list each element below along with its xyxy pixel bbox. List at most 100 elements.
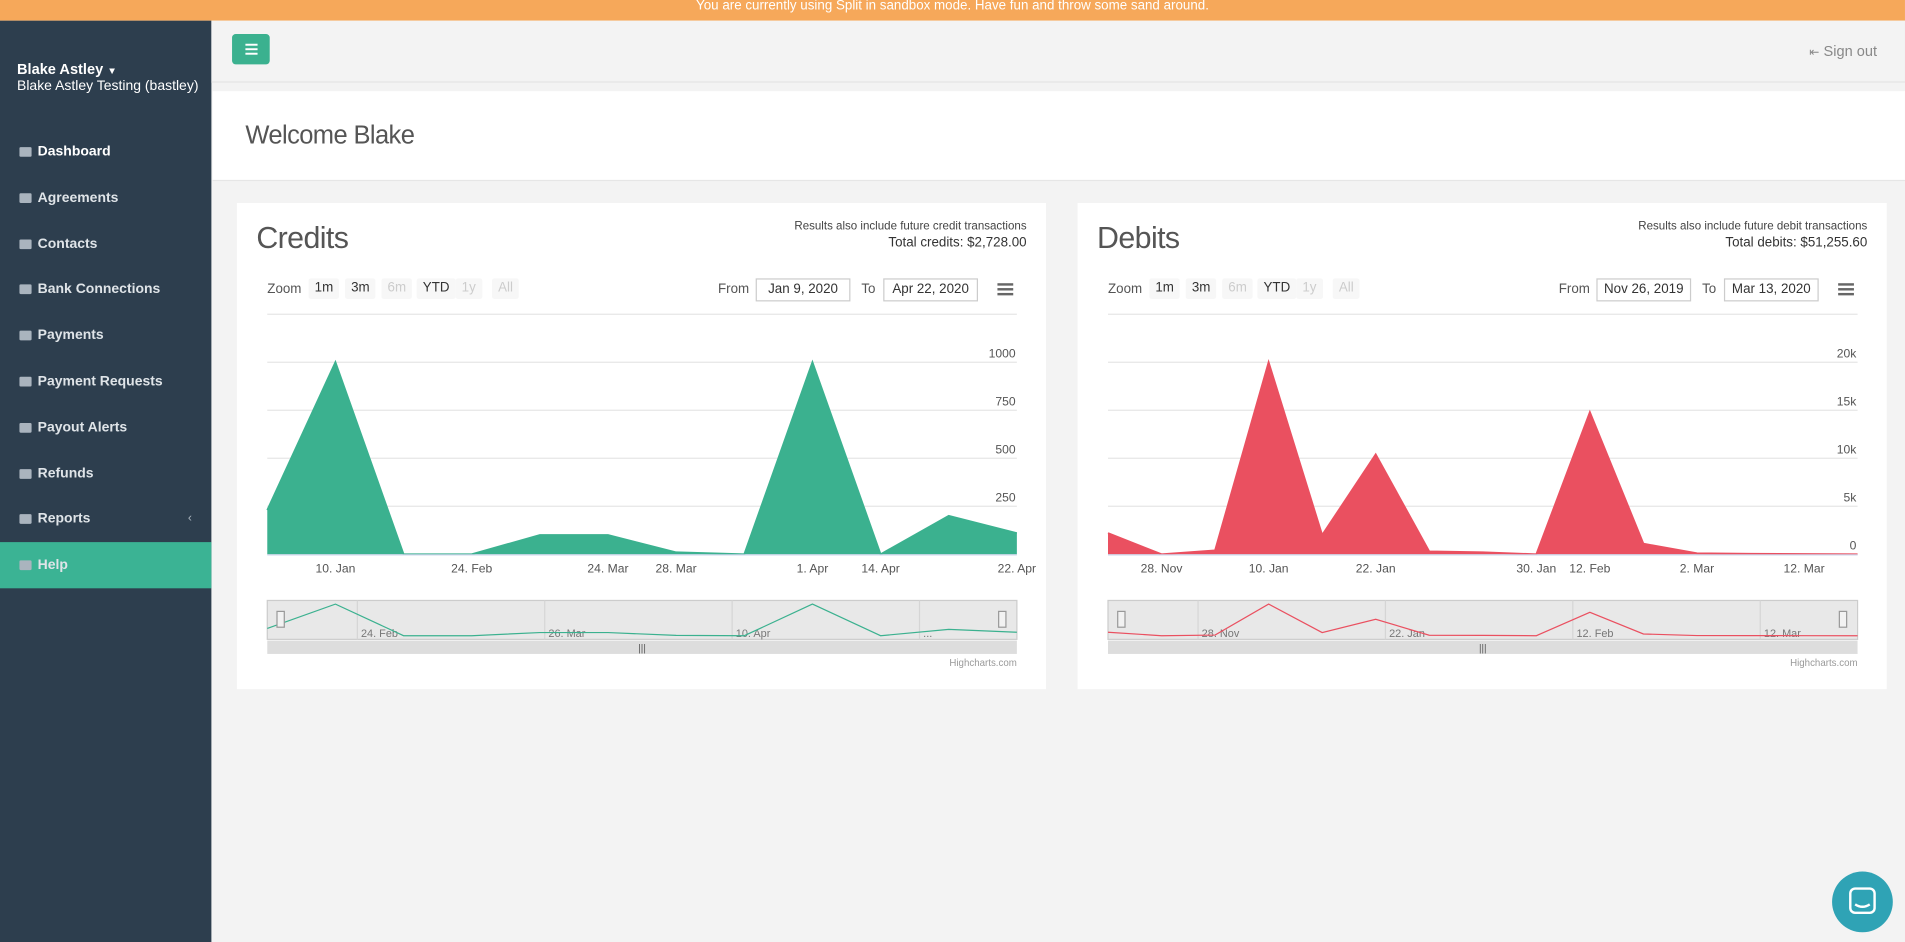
x-tick-label: 28. Mar	[656, 561, 697, 575]
nav-item[interactable]: Bank Connections	[0, 267, 211, 313]
chart: 0 5k 10k 15k 20k 28. Nov 10. Jan 22. Jan 30. Jan…	[1107, 283, 1859, 669]
nav-item[interactable]: Payments	[0, 313, 211, 359]
nav-item[interactable]: Dashboard	[0, 129, 211, 175]
scroll-grip: |||	[638, 644, 646, 655]
chart-panel: Debits Results also include future debit …	[1077, 202, 1887, 690]
x-tick-label: 28. Nov	[1141, 561, 1184, 575]
x-tick-label: 24. Mar	[587, 561, 628, 575]
nav-item[interactable]: Reports ‹	[0, 496, 211, 542]
panel-total: Total credits: $2,728.00	[888, 235, 1027, 251]
navigator-label: 12. Feb	[1576, 628, 1613, 640]
y-tick-label: 1000	[989, 346, 1016, 360]
sandbox-banner: You are currently using Split in sandbox…	[0, 0, 1905, 21]
nav-icon	[19, 147, 32, 157]
nav-icon	[19, 284, 32, 295]
zoom-button[interactable]: 1m	[1149, 278, 1181, 300]
y-tick-label: 20k	[1837, 346, 1857, 360]
zoom-button: 1y	[455, 278, 482, 300]
navigator-label: 22. Jan	[1389, 628, 1425, 640]
export-menu[interactable]	[1838, 283, 1854, 296]
menu-bar	[997, 288, 1014, 291]
chat-launcher[interactable]	[1831, 870, 1894, 933]
from-input[interactable]: Jan 9, 2020	[755, 278, 851, 302]
top-bar: ⇤ Sign out	[211, 20, 1905, 83]
credits: Highcharts.com	[1790, 658, 1857, 669]
nav-label: Agreements	[37, 190, 119, 206]
sign-out[interactable]: ⇤ Sign out	[1809, 42, 1878, 60]
to-input[interactable]: Mar 13, 2020	[1723, 278, 1819, 302]
x-tick-label: 2. Mar	[1680, 561, 1714, 575]
zoom-button[interactable]: YTD	[1257, 278, 1297, 300]
welcome-box: Welcome Blake	[212, 91, 1905, 182]
nav-item[interactable]: Agreements	[0, 175, 211, 221]
panel-total: Total debits: $51,255.60	[1725, 235, 1868, 251]
zoom-label: Zoom	[1107, 281, 1143, 297]
zoom-button[interactable]: 3m	[1185, 278, 1217, 300]
area-fill	[1107, 362, 1858, 555]
sidebar: Blake Astley ▼ Blake Astley Testing (bas…	[0, 20, 212, 942]
scrollbar	[1107, 640, 1858, 654]
menu-bar	[1838, 283, 1854, 286]
menu-bar	[1838, 292, 1854, 296]
to-label: To	[1702, 281, 1717, 297]
from-label: From	[1558, 281, 1590, 297]
export-menu[interactable]	[997, 283, 1014, 296]
nav-label: Payment Requests	[37, 374, 163, 389]
zoom-button: 6m	[381, 278, 413, 300]
nav-item[interactable]: Payment Requests	[0, 359, 211, 405]
nav-label: Payout Alerts	[37, 420, 128, 435]
menu-bar	[997, 283, 1014, 286]
from-label: From	[718, 281, 750, 297]
x-tick-label: 14. Apr	[861, 561, 899, 575]
nav-icon	[19, 193, 32, 203]
x-tick-label: 30. Jan	[1516, 561, 1556, 575]
y-tick-label: 750	[995, 394, 1015, 408]
navigator-label: ...	[923, 628, 932, 640]
banner-text: You are currently using Split in sandbox…	[696, 0, 1209, 14]
zoom-button: 6m	[1222, 278, 1253, 300]
navigator-line	[267, 603, 1017, 637]
nav-item[interactable]: Help	[0, 542, 212, 589]
to-input[interactable]: Apr 22, 2020	[883, 278, 978, 302]
navigator-handle	[1838, 610, 1848, 628]
scrollbar	[267, 640, 1017, 654]
user-name-text: Blake Astley	[17, 60, 104, 78]
from-input[interactable]: Nov 26, 2019	[1596, 278, 1692, 302]
sign-out-text: Sign out	[1823, 42, 1878, 60]
y-tick-label: 250	[995, 490, 1015, 504]
nav-label: Help	[37, 558, 68, 573]
y-tick-label: 500	[995, 442, 1015, 456]
navigator-bg	[266, 599, 1018, 640]
navigator-label: 10. Apr	[736, 628, 771, 640]
zoom-button: All	[1332, 278, 1360, 300]
menu-bar	[1838, 288, 1854, 291]
credits: Highcharts.com	[949, 658, 1016, 669]
nav-icon	[19, 422, 32, 433]
nav-label: Bank Connections	[37, 282, 161, 298]
x-tick-label: 22. Apr	[998, 561, 1036, 575]
to-label: To	[861, 281, 876, 297]
zoom-button[interactable]: 1m	[308, 278, 340, 300]
area-line	[266, 359, 1018, 556]
nav-icon	[19, 238, 32, 249]
navigator-label: 26. Mar	[548, 628, 585, 640]
nav-item[interactable]: Contacts	[0, 221, 211, 267]
nav-item[interactable]: Refunds	[0, 450, 211, 496]
nav-label: Refunds	[37, 466, 94, 481]
area-fill	[267, 362, 1017, 555]
navigator-handle	[1117, 610, 1126, 628]
panel-title: Credits	[256, 221, 349, 256]
chart-panel: Credits Results also include future credi…	[236, 202, 1047, 690]
y-tick-label: 5k	[1844, 490, 1858, 504]
x-tick-label: 24. Feb	[451, 561, 492, 575]
nav-chevron: ‹	[187, 512, 192, 526]
nav-item[interactable]: Payout Alerts	[0, 405, 211, 451]
menu-toggle[interactable]	[232, 34, 270, 65]
navigator-handle	[998, 610, 1007, 628]
zoom-button[interactable]: YTD	[416, 278, 456, 300]
nav-label: Payments	[37, 328, 104, 343]
zoom-button[interactable]: 3m	[345, 278, 376, 300]
user-name[interactable]: Blake Astley ▼	[17, 60, 117, 78]
